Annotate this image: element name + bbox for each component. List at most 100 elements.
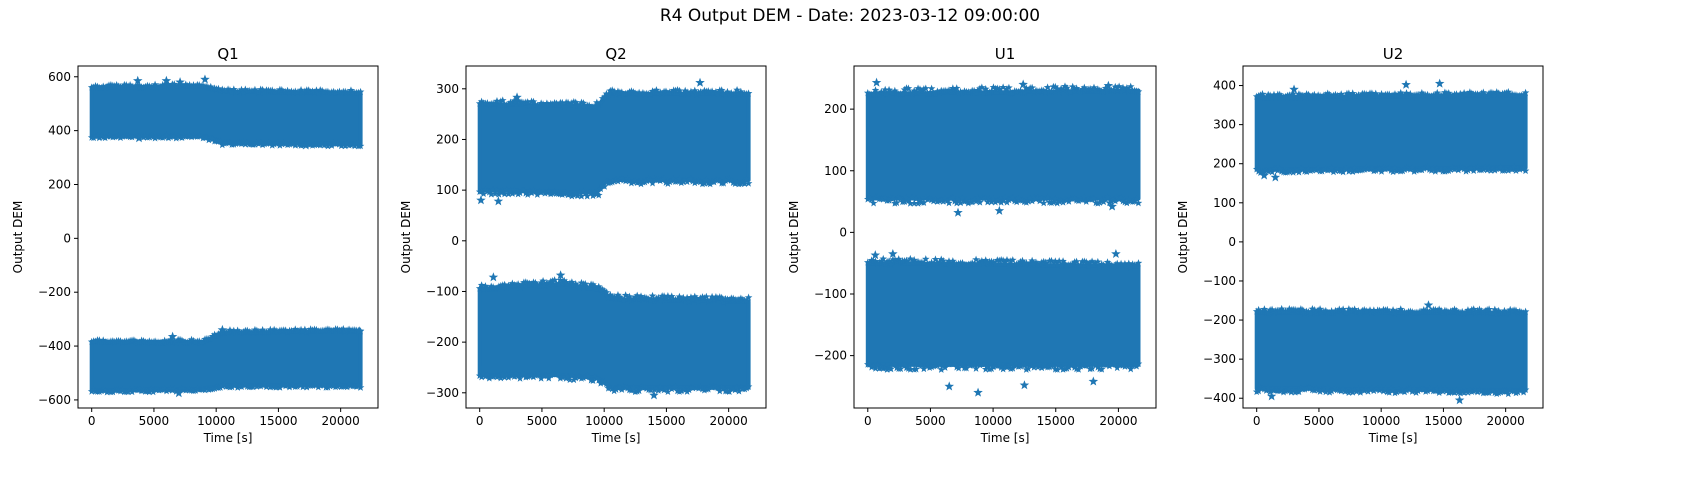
scatter-point xyxy=(304,380,313,388)
scatter-point xyxy=(1259,170,1269,180)
scatter-point xyxy=(906,199,915,207)
scatter-point xyxy=(502,283,511,291)
scatter-point xyxy=(1308,91,1317,99)
scatter-point xyxy=(941,363,949,371)
scatter-point xyxy=(1337,306,1345,315)
scatter-point xyxy=(110,82,119,90)
scatter-point xyxy=(226,326,234,334)
scatter-point xyxy=(510,185,519,194)
scatter-point xyxy=(927,362,936,371)
scatter-point xyxy=(112,80,121,89)
scatter-point xyxy=(594,100,603,108)
scatter-point xyxy=(491,189,499,198)
x-tick-label: 20000 xyxy=(710,414,748,428)
scatter-point xyxy=(656,176,665,185)
scatter-point xyxy=(912,365,920,373)
scatter-point xyxy=(1502,308,1511,317)
scatter-point xyxy=(1429,164,1438,173)
scatter-point xyxy=(641,383,649,391)
scatter-point xyxy=(477,187,486,195)
scatter-point xyxy=(195,81,204,89)
scatter-point xyxy=(646,296,655,304)
scatter-point xyxy=(1496,388,1505,396)
scatter-point xyxy=(291,325,300,333)
scatter-point xyxy=(1502,165,1511,173)
scatter-point xyxy=(1086,258,1094,267)
y-tick-label: 400 xyxy=(48,124,71,138)
scatter-point xyxy=(1494,306,1503,315)
scatter-point xyxy=(258,140,267,149)
scatter-point xyxy=(944,381,954,391)
x-tick-label: 0 xyxy=(864,414,872,428)
scatter-point xyxy=(531,371,540,379)
scatter-point xyxy=(958,88,967,97)
scatter-point xyxy=(681,386,689,394)
scatter-point xyxy=(594,191,603,199)
scatter-point xyxy=(945,199,953,207)
scatter-point xyxy=(1128,361,1137,370)
scatter-point xyxy=(908,360,917,368)
scatter-point xyxy=(512,188,520,196)
scatter-point xyxy=(983,258,992,267)
scatter-point xyxy=(725,295,734,304)
scatter-point xyxy=(1402,386,1411,394)
scatter-point xyxy=(1022,198,1031,206)
scatter-point xyxy=(1354,384,1363,393)
scatter-point xyxy=(116,337,125,345)
scatter-point xyxy=(308,326,317,334)
scatter-point xyxy=(1298,91,1307,100)
scatter-point xyxy=(164,385,173,394)
scatter-point xyxy=(683,387,691,395)
scatter-point xyxy=(729,90,738,98)
scatter-point xyxy=(1291,93,1299,101)
scatter-point xyxy=(1097,195,1106,203)
scatter-point xyxy=(629,383,638,392)
scatter-point xyxy=(558,98,567,107)
scatter-point xyxy=(554,280,563,288)
scatter-point xyxy=(744,382,753,390)
scatter-point xyxy=(500,190,509,198)
scatter-point xyxy=(1076,362,1085,370)
scatter-point xyxy=(1375,306,1384,314)
scatter-point xyxy=(1402,309,1411,317)
scatter-band-edge-negative xyxy=(87,325,365,396)
scatter-point xyxy=(1094,199,1102,207)
scatter-point xyxy=(1521,307,1530,315)
scatter-point xyxy=(1383,305,1392,314)
scatter-point xyxy=(1256,91,1265,99)
scatter-point xyxy=(717,293,726,301)
scatter-point xyxy=(160,82,169,90)
scatter-point xyxy=(721,176,730,184)
scatter-point xyxy=(685,297,693,305)
scatter-point xyxy=(164,134,173,142)
scatter-point xyxy=(1419,305,1428,314)
scatter-point xyxy=(618,88,626,96)
scatter-point xyxy=(514,280,522,288)
scatter-point xyxy=(151,337,159,345)
scatter-point xyxy=(1254,91,1263,100)
scatter-point xyxy=(239,328,248,336)
scatter-point xyxy=(573,191,582,200)
scatter-point xyxy=(687,175,695,183)
x-tick-label: 0 xyxy=(88,414,96,428)
scatter-point xyxy=(335,87,344,95)
scatter-point xyxy=(692,177,701,186)
scatter-point xyxy=(660,386,668,394)
scatter-point xyxy=(231,381,240,389)
scatter-point xyxy=(1066,260,1075,269)
scatter-point xyxy=(1517,385,1526,393)
scatter-point xyxy=(887,260,895,268)
scatter-point xyxy=(95,336,104,344)
scatter-point xyxy=(1101,195,1110,203)
scatter-point xyxy=(995,256,1004,264)
scatter-point xyxy=(347,141,355,149)
scatter-point xyxy=(149,133,157,141)
scatter-point xyxy=(1452,306,1461,315)
scatter-point xyxy=(879,195,888,203)
scatter-point xyxy=(1473,90,1482,98)
scatter-point xyxy=(1312,166,1321,174)
scatter-point xyxy=(974,86,982,94)
scatter-point xyxy=(717,86,726,94)
scatter-point xyxy=(1423,163,1432,171)
scatter-point xyxy=(1423,300,1434,310)
